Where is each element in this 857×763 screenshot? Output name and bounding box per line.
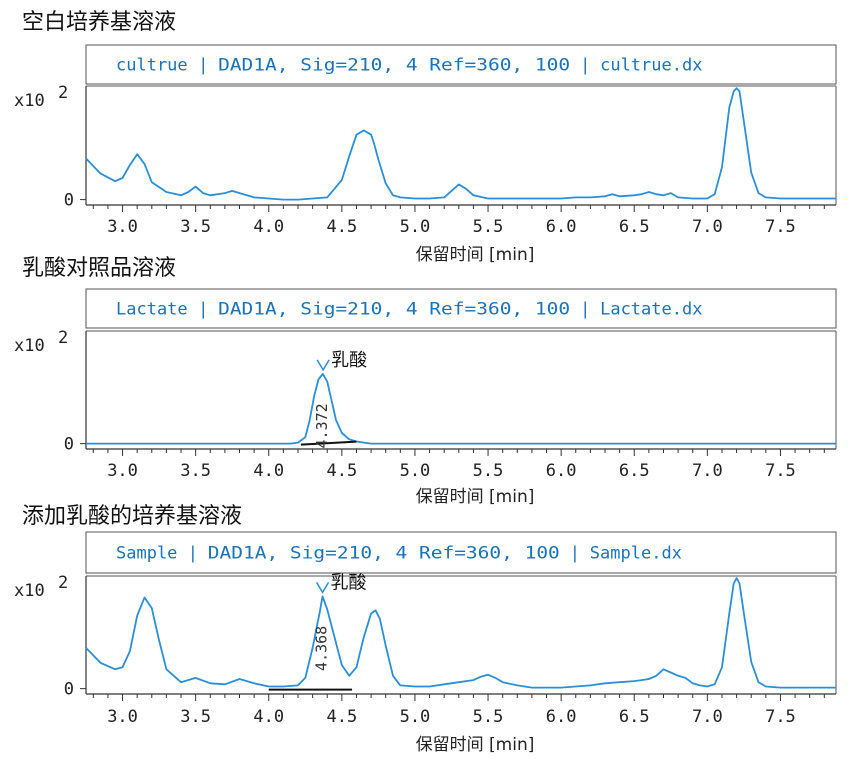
- x-tick-label: 7.5: [765, 707, 796, 727]
- x-tick-label: 7.0: [692, 707, 723, 727]
- x-tick-label: 4.0: [253, 217, 284, 237]
- header-separator: |: [198, 56, 208, 76]
- header-name: Sample: [116, 544, 177, 564]
- retention-time-label: 4.372: [313, 403, 331, 448]
- x-tick-label: 4.5: [326, 461, 357, 481]
- header-separator: |: [580, 56, 590, 76]
- x-tick-label: 3.0: [107, 461, 138, 481]
- panel-title: 乳酸对照品溶液: [22, 256, 176, 281]
- y-exponent-power: 2: [58, 573, 68, 593]
- integration-baseline: [300, 440, 357, 446]
- peak-marker: [316, 359, 330, 372]
- peak-label: 乳酸: [331, 350, 367, 371]
- retention-time-label: 4.368: [313, 626, 331, 671]
- x-tick-label: 5.5: [473, 217, 504, 237]
- panel-title: 添加乳酸的培养基溶液: [22, 504, 242, 529]
- header-separator: |: [570, 544, 580, 564]
- x-tick-label: 3.0: [107, 217, 138, 237]
- header-name: cultrue: [116, 56, 188, 76]
- x-tick-label: 3.5: [180, 217, 211, 237]
- y-tick-label: 0: [64, 191, 74, 211]
- x-tick-label: 4.5: [326, 707, 357, 727]
- header-file: cultrue.dx: [600, 56, 702, 76]
- x-tick-label: 4.0: [253, 707, 284, 727]
- y-tick-label: 0: [64, 680, 74, 700]
- y-exponent-power: 2: [58, 83, 68, 103]
- x-tick-label: 4.5: [326, 217, 357, 237]
- x-axis-label: 保留时间 [min]: [416, 245, 535, 265]
- x-tick-label: 5.0: [400, 707, 431, 727]
- header-file: Lactate.dx: [600, 300, 702, 320]
- x-tick-label: 3.5: [180, 707, 211, 727]
- peak-label: 乳酸: [331, 572, 367, 593]
- x-tick-label: 7.5: [765, 461, 796, 481]
- header-box: [85, 288, 837, 329]
- chromatogram-trace: [85, 87, 836, 201]
- header-signal: DAD1A, Sig=210, 4 Ref=360, 100: [218, 56, 570, 76]
- header-box: [85, 44, 837, 85]
- header-name: Lactate: [116, 300, 188, 320]
- y-exponent-power: 2: [58, 328, 68, 348]
- y-exponent-label: x10: [14, 336, 45, 356]
- header-signal: DAD1A, Sig=210, 4 Ref=360, 100: [218, 300, 570, 320]
- chart-panel-2: 乳酸对照品溶液 Lactate | DAD1A, Sig=210, 4 Ref=360…: [14, 256, 837, 507]
- x-tick-label: 6.5: [619, 217, 650, 237]
- chromatogram-trace: [85, 577, 836, 689]
- x-tick-label: 5.5: [473, 461, 504, 481]
- x-tick-label: 6.5: [619, 461, 650, 481]
- x-tick-label: 5.0: [400, 461, 431, 481]
- header-file: Sample.dx: [590, 544, 682, 564]
- chromatogram-trace: [86, 372, 836, 445]
- x-tick-label: 7.0: [692, 217, 723, 237]
- x-tick-label: 6.0: [546, 707, 577, 727]
- x-tick-label: 7.5: [765, 217, 796, 237]
- header-signal: DAD1A, Sig=210, 4 Ref=360, 100: [208, 544, 560, 564]
- header-box: [85, 531, 837, 574]
- chart-panel-1: 空白培养基溶液 cultrue | DAD1A, Sig=210, 4 Ref=360…: [14, 10, 837, 265]
- x-tick-label: 7.0: [692, 461, 723, 481]
- header-separator: |: [188, 544, 198, 564]
- x-tick-label: 6.0: [546, 217, 577, 237]
- x-tick-label: 5.5: [473, 707, 504, 727]
- x-axis-label: 保留时间 [min]: [416, 487, 535, 507]
- x-tick-label: 5.0: [400, 217, 431, 237]
- x-tick-label: 6.0: [546, 461, 577, 481]
- x-tick-label: 3.5: [180, 461, 211, 481]
- y-exponent-label: x10: [14, 91, 45, 111]
- panel-title: 空白培养基溶液: [22, 10, 176, 35]
- x-axis-label: 保留时间 [min]: [416, 735, 535, 755]
- y-tick-label: 0: [64, 435, 74, 455]
- x-tick-label: 3.0: [107, 707, 138, 727]
- y-exponent-label: x10: [14, 581, 45, 601]
- x-tick-label: 4.0: [253, 461, 284, 481]
- x-tick-label: 6.5: [619, 707, 650, 727]
- peak-marker: [315, 581, 330, 594]
- header-separator: |: [580, 300, 590, 320]
- header-separator: |: [198, 300, 208, 320]
- chart-panel-3: 添加乳酸的培养基溶液 Sample | DAD1A, Sig=210, 4 Ref=3…: [14, 504, 837, 755]
